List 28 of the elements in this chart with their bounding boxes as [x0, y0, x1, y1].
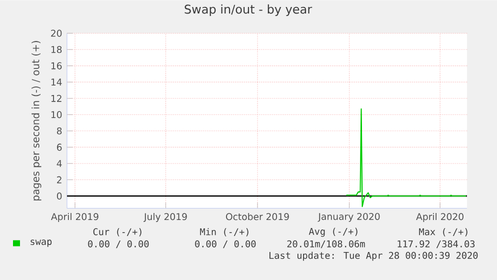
y-tick-label: 2: [57, 176, 62, 184]
x-tick-label: April 2020: [416, 212, 464, 222]
text: 117.92 /384.03: [398, 240, 475, 248]
y-tick-label: 10: [51, 111, 62, 118]
y-axis-title: pages per second in (-) / out (+): [32, 40, 42, 200]
x-tick-label: January 2020: [318, 212, 380, 222]
legend-label: swap: [30, 240, 52, 247]
text: 20.01m/108.06m: [287, 240, 365, 248]
y-tick-label: 12: [51, 94, 62, 102]
y-tick-label: 8: [56, 127, 62, 134]
y-tick-label: 4: [56, 160, 62, 167]
y-tick-label: 16: [51, 62, 62, 70]
y-tick-label: 20: [51, 30, 62, 37]
y-tick-label: 6: [57, 144, 62, 151]
y-tick-label: 14: [51, 78, 62, 86]
text: Max (-/+): [419, 228, 468, 236]
text: 0.00 / 0.00: [88, 240, 149, 248]
x-tick-label: July 2019: [144, 212, 187, 222]
text: Cur (-/+): [93, 228, 142, 236]
y-tick-label: 0: [56, 192, 62, 200]
text: Avg (-/+): [308, 228, 358, 237]
x-tick-label: October 2019: [226, 212, 289, 220]
text: Last update: Tue Apr 28 00:00:39 2020: [269, 252, 478, 261]
text: 0.00 / 0.00: [195, 240, 256, 248]
y-tick-label: 18: [51, 46, 62, 53]
x-tick-label: April 2019: [51, 212, 98, 222]
chart-title: Swap in/out - by year: [184, 4, 312, 16]
text: Min (-/+): [200, 228, 248, 236]
